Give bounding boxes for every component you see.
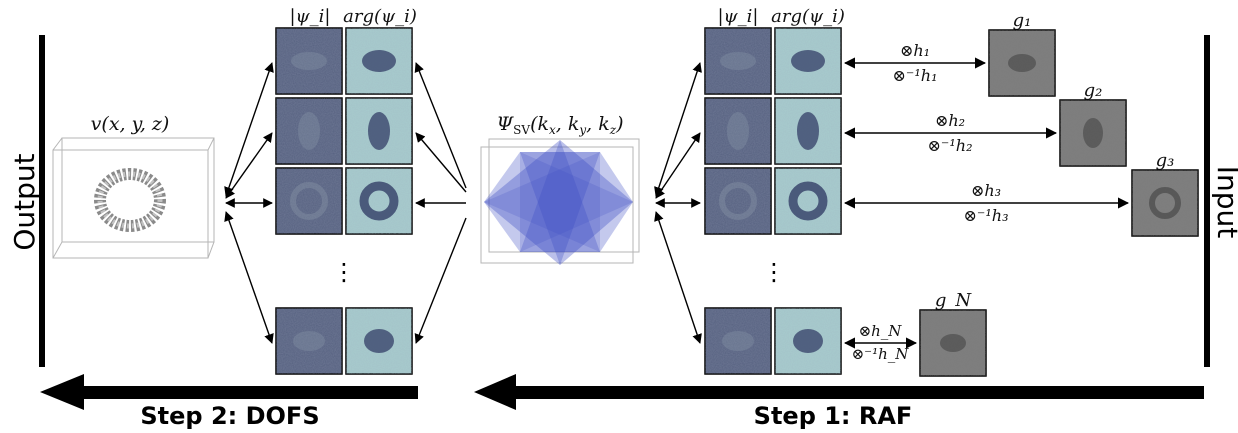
arg-psi-header-left: arg(ψ_i) [343, 6, 417, 27]
volume-density [94, 168, 166, 232]
vdots-right: ⋮ [762, 258, 786, 286]
fan-arrows-center [414, 62, 467, 344]
abs-psi-header-left: |ψ_i| [289, 6, 330, 27]
step1-label: Step 1: RAF [754, 402, 913, 430]
op-inverse-3: ⊗⁻¹h₃ [964, 206, 1009, 225]
arg-psi-header-right: arg(ψ_i) [771, 6, 845, 27]
g-label-n: g_N [935, 290, 973, 311]
volume-label: v(x, y, z) [91, 113, 170, 135]
sv-octahedron [480, 138, 640, 265]
g-label-2: g₂ [1084, 80, 1103, 101]
output-label: Output [8, 153, 41, 250]
op-forward-2: ⊗h₂ [935, 111, 965, 130]
g-label-3: g₃ [1156, 150, 1175, 171]
left-panel-stack [275, 27, 413, 375]
op-inverse-1: ⊗⁻¹h₁ [893, 66, 938, 85]
step2-arrow [40, 374, 418, 410]
step1-arrow [474, 374, 1204, 410]
abs-psi-header-right: |ψ_i| [717, 6, 758, 27]
fan-arrows-left [224, 62, 274, 344]
input-label: Input [1211, 166, 1238, 239]
right-panel-stack [704, 27, 842, 375]
g-label-1: g₁ [1013, 10, 1032, 31]
op-arrows [843, 57, 1130, 349]
op-forward-3: ⊗h₃ [971, 181, 1001, 200]
psi-sv-label: ΨSV(kx, ky, kz) [497, 113, 624, 137]
svg-text:ΨSV(kx, ky, kz): ΨSV(kx, ky, kz) [497, 113, 624, 137]
op-forward-1: ⊗h₁ [900, 41, 930, 60]
vdots-left: ⋮ [332, 258, 356, 286]
op-inverse-n: ⊗⁻¹h_N [852, 345, 910, 363]
op-inverse-2: ⊗⁻¹h₂ [928, 136, 973, 155]
step2-label: Step 2: DOFS [140, 402, 319, 430]
g-panels [919, 29, 1199, 377]
op-forward-n: ⊗h_N [859, 322, 903, 340]
fan-arrows-right [654, 62, 702, 344]
volume-cube [52, 137, 215, 259]
